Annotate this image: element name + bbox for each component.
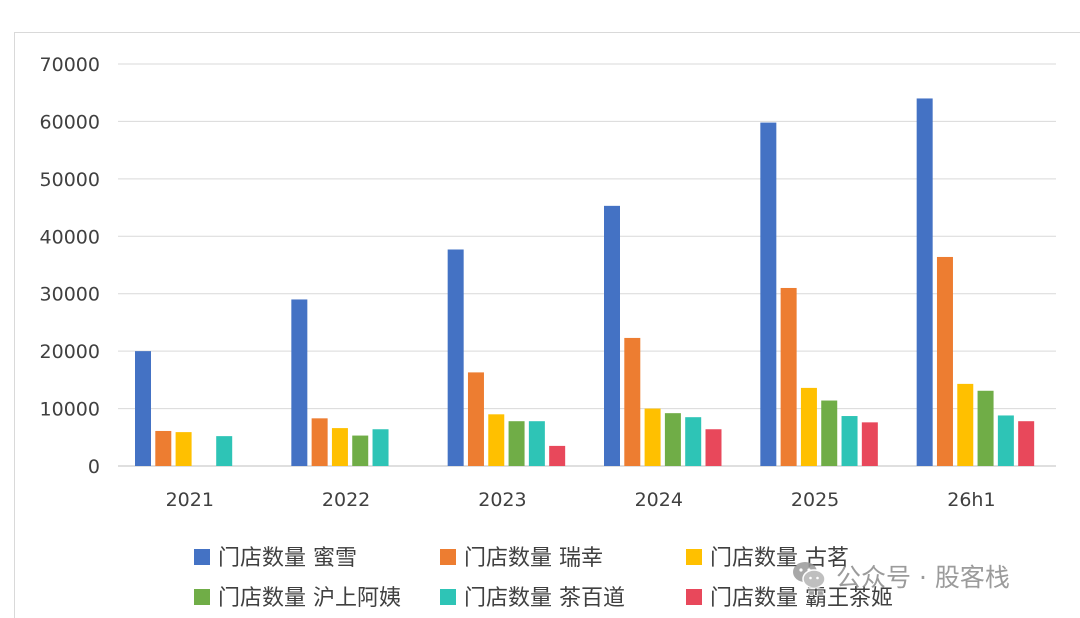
bar (508, 421, 525, 466)
bar (841, 416, 858, 466)
y-tick-label: 70000 (40, 54, 100, 76)
x-tick-label: 2025 (791, 489, 839, 511)
x-tick-label: 2023 (478, 489, 526, 511)
legend-swatch (686, 549, 702, 565)
y-tick-label: 40000 (40, 226, 100, 248)
bar (488, 414, 505, 466)
y-tick-label: 30000 (40, 284, 100, 306)
y-tick-label: 20000 (40, 341, 100, 363)
legend-label: 门店数量 蜜雪 (218, 546, 357, 571)
bar (760, 122, 777, 466)
y-tick-label: 60000 (40, 111, 100, 133)
bar (977, 390, 994, 466)
y-tick-label: 10000 (40, 399, 100, 421)
bar (447, 249, 464, 466)
legend-swatch (440, 589, 456, 605)
bar (291, 299, 308, 466)
legend-label: 门店数量 茶百道 (464, 586, 625, 611)
legend-swatch (194, 589, 210, 605)
x-tick-label: 2021 (166, 489, 214, 511)
bar (352, 435, 369, 466)
bar (175, 432, 192, 466)
legend-label: 门店数量 沪上阿姨 (218, 586, 401, 611)
bar (624, 337, 641, 466)
bar (705, 429, 722, 466)
bar (644, 408, 661, 466)
bar (685, 417, 702, 466)
bar (997, 415, 1014, 466)
bar (936, 256, 953, 466)
legend-label: 门店数量 古茗 (710, 546, 849, 571)
bar (916, 98, 933, 466)
bar (467, 372, 484, 466)
watermark: 公众号 · 股客栈 (790, 556, 1010, 596)
bar (331, 428, 348, 466)
bar (549, 445, 566, 466)
bar (135, 351, 151, 466)
bar (1018, 421, 1035, 466)
bar (821, 400, 838, 466)
y-tick-label: 0 (88, 456, 100, 478)
bar (311, 418, 328, 466)
x-tick-label: 26h1 (947, 489, 995, 511)
bar (861, 422, 878, 466)
x-tick-label: 2022 (322, 489, 370, 511)
bar (800, 387, 817, 466)
watermark-text: 公众号 · 股客栈 (836, 563, 1010, 592)
legend-swatch (440, 549, 456, 565)
bar (604, 205, 620, 466)
legend-swatch (194, 549, 210, 565)
x-tick-label: 2024 (635, 489, 683, 511)
bar (155, 430, 172, 466)
bar (780, 287, 797, 466)
chart-frame (14, 32, 1080, 618)
legend-swatch (686, 589, 702, 605)
bar (528, 421, 545, 466)
bar (957, 383, 974, 466)
bar (664, 413, 681, 466)
y-tick-label: 50000 (40, 169, 100, 191)
legend-label: 门店数量 霸王茶姬 (710, 586, 893, 611)
wechat-icon (793, 562, 826, 589)
legend-label: 门店数量 瑞幸 (464, 546, 603, 571)
bar (216, 436, 233, 466)
bar (372, 429, 389, 466)
